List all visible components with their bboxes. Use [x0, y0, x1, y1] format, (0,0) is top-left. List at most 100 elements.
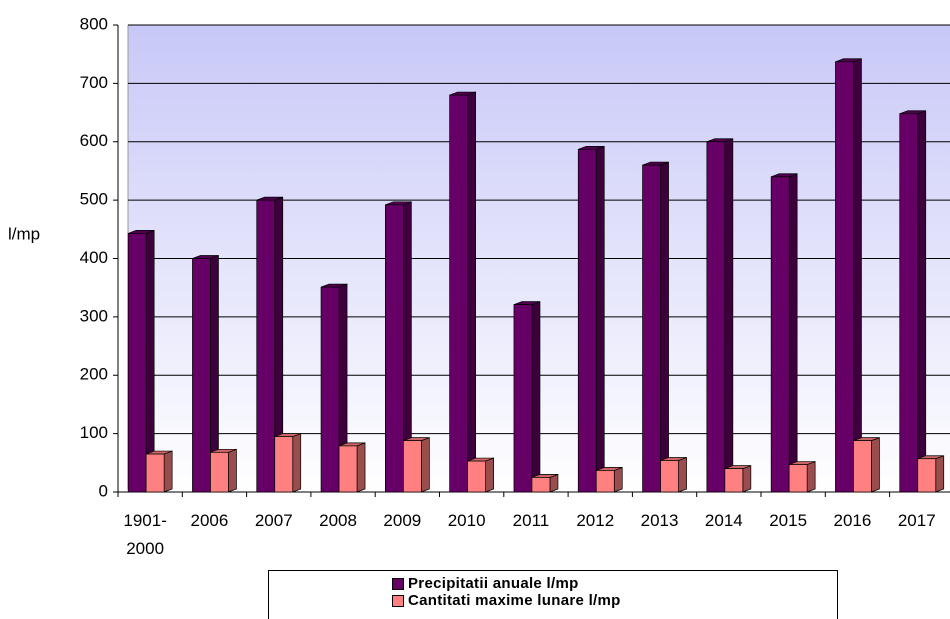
bar	[449, 94, 468, 493]
x-tick-label: 1901-2000	[123, 511, 167, 558]
bar	[256, 199, 276, 493]
bar-3d	[210, 448, 237, 493]
bar-side	[678, 456, 687, 493]
bar-side	[871, 437, 880, 493]
bar	[192, 258, 211, 493]
bar	[577, 148, 597, 493]
bar	[788, 464, 808, 493]
bar-side	[531, 301, 541, 493]
bar	[513, 304, 533, 493]
bar-3d	[788, 461, 816, 493]
bar-side	[788, 173, 798, 493]
bar-3d	[127, 229, 155, 493]
x-tick-label: 2006	[190, 511, 229, 530]
bar	[210, 451, 229, 493]
bar-side	[421, 437, 430, 493]
x-tick-label: 2013	[640, 511, 679, 530]
bar-3d	[145, 450, 173, 493]
bar-3d	[320, 283, 348, 493]
x-tick-label: 2017	[897, 511, 936, 530]
legend-swatch	[392, 577, 404, 590]
bar-side	[917, 110, 927, 493]
bar-side	[356, 442, 366, 493]
bar	[899, 113, 919, 493]
x-tick-label: 2011	[512, 511, 550, 530]
bar	[595, 470, 615, 493]
bar-3d	[577, 145, 605, 493]
x-tick-label: 2008	[319, 511, 357, 530]
x-tick-label: 2009	[383, 511, 422, 530]
bar-3d	[467, 457, 494, 493]
legend-entry: Precipitatii anuale l/mp	[392, 575, 579, 592]
bar-3d	[403, 437, 430, 493]
bar	[320, 286, 340, 493]
x-tick-label: 2016	[833, 511, 872, 530]
bar	[770, 176, 790, 493]
bar-side	[742, 465, 752, 493]
y-tick-label: 800	[80, 14, 108, 33]
bar-side	[806, 461, 816, 493]
bar	[145, 453, 165, 493]
bar	[467, 460, 486, 493]
bar	[917, 458, 937, 493]
y-axis-label: l/mp	[8, 224, 40, 243]
bar	[835, 61, 854, 493]
y-tick-label: 600	[80, 131, 108, 150]
bar-3d	[338, 442, 366, 493]
bar	[385, 204, 404, 493]
bar-3d	[835, 58, 862, 493]
bar-side	[724, 138, 734, 493]
bar-side	[485, 457, 494, 493]
bar-side	[228, 448, 237, 493]
bar-side	[853, 58, 862, 493]
legend-label: Cantitati maxime lunare l/mp	[408, 592, 621, 609]
x-tick-label: 2015	[769, 511, 808, 530]
bar-3d	[274, 433, 302, 493]
bar	[642, 164, 661, 493]
bar	[706, 141, 726, 493]
bar-3d	[724, 465, 752, 493]
legend-swatch	[392, 594, 404, 607]
legend-entry: Cantitati maxime lunare l/mp	[392, 592, 621, 609]
legend: Precipitatii anuale l/mp Cantitati maxime…	[268, 570, 838, 619]
legend-label: Precipitatii anuale l/mp	[408, 575, 579, 592]
bar	[660, 460, 679, 493]
bar-side	[935, 455, 945, 493]
bar	[127, 233, 147, 493]
x-tick-label: 2014	[704, 511, 743, 530]
bar-3d	[513, 301, 541, 493]
y-tick-label: 400	[80, 248, 108, 267]
bar	[531, 477, 551, 493]
bar-side	[613, 466, 623, 493]
y-tick-label: 300	[80, 306, 108, 325]
bar	[338, 445, 358, 493]
bar-3d	[256, 196, 284, 493]
bar-3d	[449, 91, 476, 493]
bar-side	[660, 161, 669, 493]
bar-3d	[531, 473, 559, 493]
bar	[853, 440, 872, 493]
bar-side	[467, 91, 476, 493]
bar-3d	[917, 455, 945, 493]
bar-3d	[660, 456, 687, 493]
bar-3d	[899, 110, 927, 493]
bar-side	[163, 450, 173, 493]
x-tick-label: 2010	[447, 511, 486, 530]
bar	[724, 468, 744, 493]
bar	[274, 436, 294, 493]
x-tick-label: 2012	[576, 511, 615, 530]
y-tick-label: 700	[80, 73, 108, 92]
bar	[403, 440, 422, 493]
bar-3d	[642, 161, 669, 493]
bar-side	[595, 145, 605, 493]
bar-3d	[770, 173, 798, 493]
x-tick-label: 2007	[254, 511, 293, 530]
bar-3d	[385, 201, 412, 493]
bar-3d	[706, 138, 734, 493]
y-tick-label: 200	[80, 365, 108, 384]
y-tick-label: 500	[80, 190, 108, 209]
bar-side	[292, 433, 302, 493]
y-tick-label: 0	[99, 481, 108, 500]
